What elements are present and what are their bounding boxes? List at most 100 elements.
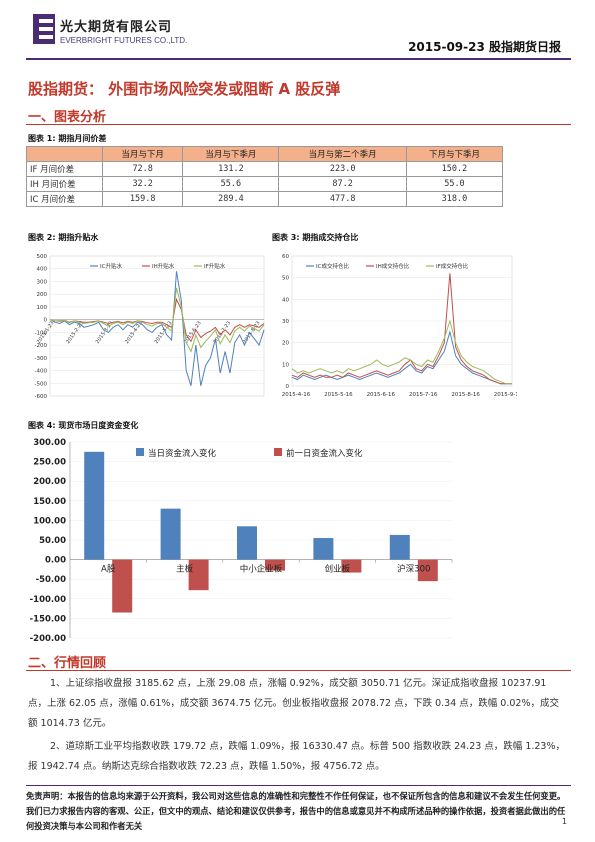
x-tick-label: 2015-8-16 — [451, 392, 480, 398]
legend-label: 前一日资金流入变化 — [286, 448, 363, 459]
table-cell: 159.8 — [101, 191, 184, 207]
disclaimer: 免责声明：本报告的信息均来源于公开资料，我公司对这些信息的准确性和完整性不作任何… — [26, 791, 566, 831]
bar-today — [160, 508, 181, 560]
y-tick-label: 0 — [286, 384, 290, 390]
x-tick-label: 2015-4-16 — [282, 392, 311, 398]
y-tick-label: 20 — [282, 341, 289, 347]
basis-chart: 500 400 300 200 100 0 -100 -200 -300 -400 -500 -600… — [35, 254, 265, 400]
table-row: IF 月间价差 72.8 131.2 223.0 150.2 — [26, 161, 504, 177]
y-tick-label: 500 — [37, 254, 48, 260]
bar-previous — [417, 559, 438, 582]
section-divider — [26, 124, 571, 125]
y-tick-label: 50.00 — [39, 536, 66, 546]
bar-today — [237, 526, 257, 560]
bar-today — [389, 534, 410, 560]
table-cell: 87.2 — [278, 176, 407, 192]
y-tick-label: -200.00 — [30, 634, 66, 644]
table-header-cell: 下月与下季月 — [405, 146, 504, 162]
y-tick-label: 100 — [37, 305, 48, 311]
series-line-2 — [291, 273, 512, 385]
y-tick-label: -50.00 — [36, 575, 66, 585]
y-tick-label: -300 — [35, 356, 48, 362]
bar-today — [313, 538, 334, 560]
report-title: 2015-09-23 股指期货日报 — [408, 40, 561, 54]
x-tick-label: 2015-9-16 — [494, 392, 517, 398]
legend-swatch — [274, 448, 282, 456]
x-tick-label: 2015-7-16 — [409, 392, 438, 398]
y-tick-label: 10 — [282, 362, 289, 368]
bar-previous — [265, 559, 285, 571]
header-divider — [26, 58, 571, 60]
bar-previous — [112, 559, 133, 613]
y-tick-label: 200.00 — [33, 477, 66, 487]
y-tick-label: -200 — [35, 343, 48, 349]
table-cell: IC 月间价差 — [26, 191, 103, 207]
y-tick-label: 0 — [44, 318, 48, 324]
table-cell: 131.2 — [182, 161, 280, 177]
y-tick-label: 40 — [282, 297, 289, 303]
table-cell: 55.0 — [405, 176, 504, 192]
legend-swatch — [136, 448, 144, 456]
legend-label: 当日资金流入变化 — [148, 448, 217, 459]
page-number: 1 — [561, 817, 567, 826]
company-logo — [33, 14, 55, 44]
y-tick-label: 60 — [282, 254, 289, 260]
legend-label: IC升贴水 — [100, 262, 122, 270]
y-tick-label: 200 — [37, 292, 48, 298]
chart-3-title: 图表 3: 期指成交持仓比 — [272, 233, 359, 242]
chart-4-title: 图表 4: 现货市场日度资金变化 — [28, 421, 139, 430]
legend-label: IH成交持仓比 — [376, 262, 410, 270]
table-header-cell: 当月与下季月 — [182, 146, 280, 162]
chart-2-title: 图表 2: 期指升贴水 — [28, 233, 99, 242]
table-cell: 223.0 — [278, 161, 407, 177]
paragraph-overseas: 2、道琼斯工业平均指数收跌 179.72 点，跌幅 1.09%，报 16330.… — [28, 741, 566, 772]
series-line-3 — [49, 287, 265, 353]
y-tick-label: 250.00 — [33, 458, 66, 468]
y-tick-label: 300.00 — [33, 438, 66, 448]
y-tick-label: 0.00 — [45, 556, 66, 566]
fund-flow-chart: 300.00 250.00 200.00 150.00 100.00 50.00 0.00 -… — [30, 438, 453, 644]
table-cell: 289.4 — [182, 191, 280, 207]
bar-previous — [341, 559, 362, 573]
table-cell: 55.6 — [182, 176, 280, 192]
y-tick-label: -150.00 — [30, 614, 66, 624]
table-1-title: 图表 1: 期指月间价差 — [28, 134, 107, 143]
y-tick-label: -600 — [35, 394, 48, 400]
legend-label: IH升贴水 — [152, 262, 175, 270]
company-name-en: EVERBRIGHT FUTURES CO.,LTD. — [60, 36, 188, 45]
legend-label: IF成交持仓比 — [436, 262, 469, 270]
series-line-2 — [49, 297, 265, 343]
section-heading-charts: 一、图表分析 — [28, 110, 107, 125]
y-tick-label: 30 — [282, 319, 289, 325]
bar-today — [84, 451, 105, 560]
table-cell: 477.8 — [278, 191, 407, 207]
x-tick-label: 2015-6-16 — [367, 392, 396, 398]
table-header-row: 当月与下月 当月与下季月 当月与第二个季月 下月与下季月 — [26, 146, 504, 162]
legend-label: IC成交持仓比 — [316, 262, 349, 270]
y-tick-label: -400 — [35, 369, 48, 375]
y-tick-label: 50 — [282, 276, 289, 282]
volume-oi-ratio-chart: 60 50 40 30 20 10 0 2015-4-16 2015-5-16 2015-6-16… — [282, 254, 517, 398]
table-row: IC 月间价差 159.8 289.4 477.8 318.0 — [26, 191, 504, 207]
table-cell: 72.8 — [101, 161, 184, 177]
table-cell: IF 月间价差 — [26, 161, 103, 177]
footer-divider — [26, 785, 571, 786]
x-tick-label: 创业板 — [325, 564, 351, 575]
series-line-3 — [291, 319, 512, 385]
y-tick-label: 300 — [37, 279, 48, 285]
x-tick-label: 中小企业板 — [240, 564, 283, 575]
x-tick-label: 沪深300 — [397, 564, 430, 575]
legend-label: IF升贴水 — [204, 262, 226, 270]
x-tick-label: 主板 — [176, 564, 194, 575]
x-tick-label: A股 — [101, 565, 116, 575]
table-cell: 150.2 — [405, 161, 504, 177]
section-heading-review: 二、行情回顾 — [28, 656, 107, 671]
section-divider — [26, 670, 571, 671]
table-row: IH 月间价差 32.2 55.6 87.2 55.0 — [26, 176, 504, 192]
company-name-cn: 光大期货有限公司 — [60, 20, 173, 35]
y-tick-label: -100.00 — [30, 595, 66, 605]
table-cell: IH 月间价差 — [26, 176, 103, 192]
bar-previous — [188, 559, 209, 591]
table-header-cell: 当月与第二个季月 — [278, 146, 407, 162]
paragraph-domestic: 1、上证综指收盘报 3185.62 点，上涨 29.08 点，涨幅 0.92%，… — [28, 678, 559, 729]
